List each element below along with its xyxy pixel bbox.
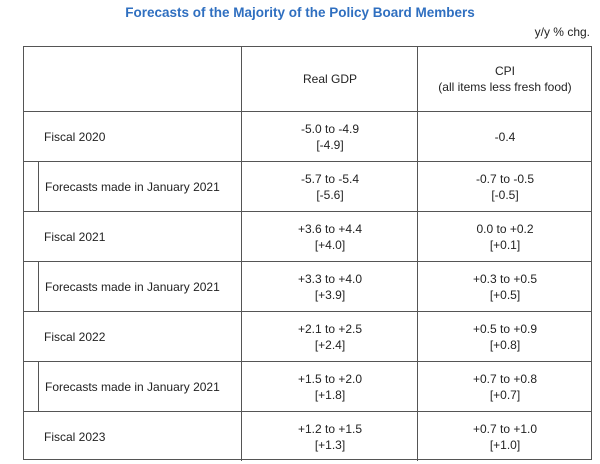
row-label: Forecasts made in January 2021 xyxy=(38,362,241,411)
table-row: Forecasts made in January 2021 +3.3 to +… xyxy=(24,261,591,311)
forecast-table: Real GDP CPI (all items less fresh food) … xyxy=(23,46,592,461)
gdp-range: -5.7 to -5.4 xyxy=(300,171,360,186)
gdp-range: +1.2 to +1.5 xyxy=(297,421,363,436)
cpi-median: [+1.0] xyxy=(489,437,521,452)
gdp-range: -5.0 to -4.9 xyxy=(300,121,360,136)
cpi-cell: +0.7 to +1.0 [+1.0] xyxy=(417,412,592,461)
gdp-cell: -5.0 to -4.9 [-4.9] xyxy=(241,112,418,161)
gdp-cell: +1.2 to +1.5 [+1.3] xyxy=(241,412,418,461)
row-label: Fiscal 2022 xyxy=(24,312,241,361)
table-row: Fiscal 2022 +2.1 to +2.5 [+2.4] +0.5 to +… xyxy=(24,311,591,361)
row-label-text: Forecasts made in January 2021 xyxy=(45,379,220,394)
cpi-median: [+0.8] xyxy=(489,337,521,352)
gdp-median: [+1.3] xyxy=(314,437,346,452)
gdp-range: +1.5 to +2.0 xyxy=(297,371,363,386)
gdp-cell: +2.1 to +2.5 [+2.4] xyxy=(241,312,418,361)
gdp-median: [+4.0] xyxy=(314,237,346,252)
unit-label: y/y % chg. xyxy=(534,25,590,39)
row-label-text: Fiscal 2022 xyxy=(44,329,106,344)
cpi-range: +0.7 to +1.0 xyxy=(472,421,538,436)
table-row: Forecasts made in January 2021 +1.5 to +… xyxy=(24,361,591,411)
row-label-text: Fiscal 2020 xyxy=(44,129,106,144)
header-gdp: Real GDP xyxy=(241,47,418,111)
table-row: Fiscal 2020 -5.0 to -4.9 [-4.9] -0.4 xyxy=(24,111,591,161)
row-label-text: Fiscal 2023 xyxy=(44,429,106,444)
header-row: Real GDP CPI (all items less fresh food) xyxy=(24,47,591,111)
gdp-median: [+2.4] xyxy=(314,337,346,352)
table-row: Forecasts made in January 2021 -5.7 to -… xyxy=(24,161,591,211)
gdp-cell: +3.6 to +4.4 [+4.0] xyxy=(241,212,418,261)
cpi-range: -0.7 to -0.5 xyxy=(475,171,535,186)
cpi-note: (all items less fresh food) xyxy=(438,80,572,94)
row-label: Forecasts made in January 2021 xyxy=(38,162,241,211)
row-label-text: Fiscal 2021 xyxy=(44,229,106,244)
cpi-cell: +0.5 to +0.9 [+0.8] xyxy=(417,312,592,361)
row-label: Fiscal 2021 xyxy=(24,212,241,261)
header-cpi: CPI (all items less fresh food) xyxy=(417,47,592,111)
cpi-median: [-0.5] xyxy=(491,187,519,202)
table-row: Fiscal 2021 +3.6 to +4.4 [+4.0] 0.0 to +0… xyxy=(24,211,591,261)
table-row: Fiscal 2023 +1.2 to +1.5 [+1.3] +0.7 to +… xyxy=(24,411,591,461)
gdp-cell: +1.5 to +2.0 [+1.8] xyxy=(241,362,418,411)
cpi-range: -0.4 xyxy=(494,129,516,144)
row-label-text: Forecasts made in January 2021 xyxy=(45,279,220,294)
row-label-text: Forecasts made in January 2021 xyxy=(45,179,220,194)
cpi-range: 0.0 to +0.2 xyxy=(476,221,534,236)
cpi-cell: +0.7 to +0.8 [+0.7] xyxy=(417,362,592,411)
cpi-median: [+0.7] xyxy=(489,387,521,402)
gdp-range: +2.1 to +2.5 xyxy=(297,321,363,336)
gdp-range: +3.6 to +4.4 xyxy=(297,221,363,236)
table-title: Forecasts of the Majority of the Policy … xyxy=(125,5,475,20)
gdp-median: [+3.9] xyxy=(314,287,346,302)
cpi-range: +0.7 to +0.8 xyxy=(472,371,538,386)
cpi-cell: -0.7 to -0.5 [-0.5] xyxy=(417,162,592,211)
cpi-range: +0.3 to +0.5 xyxy=(472,271,538,286)
cpi-median: [+0.1] xyxy=(489,237,521,252)
header-empty xyxy=(24,47,241,111)
cpi-cell: -0.4 xyxy=(417,112,592,161)
gdp-cell: -5.7 to -5.4 [-5.6] xyxy=(241,162,418,211)
row-label: Fiscal 2020 xyxy=(24,112,241,161)
row-label: Forecasts made in January 2021 xyxy=(38,262,241,311)
gdp-median: [+1.8] xyxy=(314,387,346,402)
cpi-cell: +0.3 to +0.5 [+0.5] xyxy=(417,262,592,311)
cpi-range: +0.5 to +0.9 xyxy=(472,321,538,336)
gdp-median: [-5.6] xyxy=(316,187,344,202)
gdp-heading: Real GDP xyxy=(302,72,358,86)
row-label: Fiscal 2023 xyxy=(24,412,241,461)
gdp-cell: +3.3 to +4.0 [+3.9] xyxy=(241,262,418,311)
cpi-heading: CPI xyxy=(494,64,515,78)
cpi-cell: 0.0 to +0.2 [+0.1] xyxy=(417,212,592,261)
gdp-range: +3.3 to +4.0 xyxy=(297,271,363,286)
cpi-median: [+0.5] xyxy=(489,287,521,302)
gdp-median: [-4.9] xyxy=(316,137,344,152)
